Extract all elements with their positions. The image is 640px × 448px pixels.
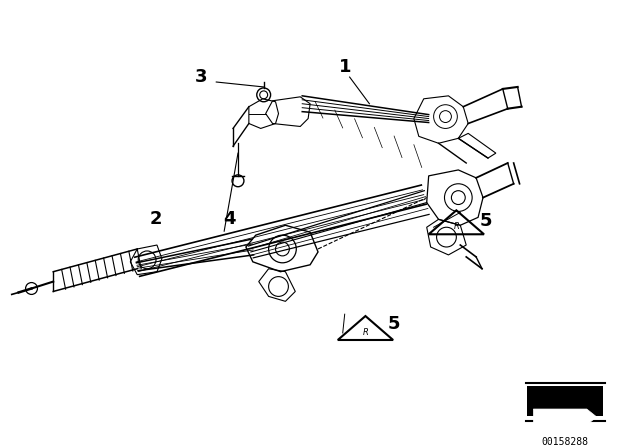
Text: 1: 1 bbox=[339, 58, 351, 76]
Text: 00158288: 00158288 bbox=[541, 437, 589, 447]
Text: 2: 2 bbox=[150, 210, 163, 228]
Text: R: R bbox=[453, 222, 460, 231]
Text: R: R bbox=[362, 327, 369, 336]
Polygon shape bbox=[533, 409, 596, 425]
FancyBboxPatch shape bbox=[527, 386, 603, 416]
Text: 5: 5 bbox=[388, 315, 401, 333]
Text: 4: 4 bbox=[223, 210, 236, 228]
Text: 3: 3 bbox=[195, 68, 208, 86]
Text: 5: 5 bbox=[480, 212, 492, 230]
